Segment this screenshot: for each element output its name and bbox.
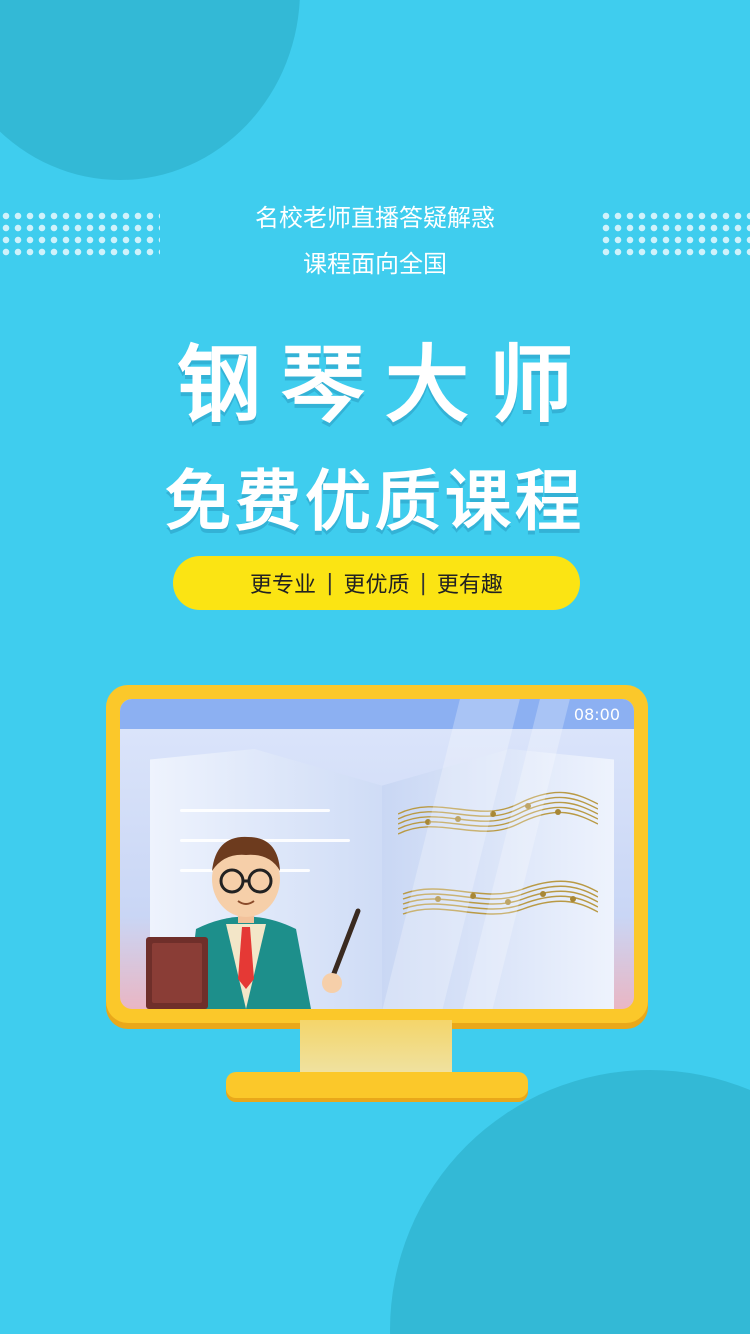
- tagline-separator: |: [420, 571, 427, 596]
- monitor-screen: 08:00: [120, 699, 634, 1009]
- hero-subtitle: 免费优质课程: [0, 448, 750, 544]
- decor-circle-bottom-right: [390, 1070, 750, 1334]
- clock-label: 08:00: [574, 705, 620, 724]
- tagline-item-fun: 更有趣: [437, 567, 503, 599]
- header-line-1: 名校老师直播答疑解惑: [0, 198, 750, 233]
- decor-circle-top-left: [0, 0, 300, 180]
- monitor-stand-neck: [300, 1020, 452, 1078]
- monitor-illustration: 08:00: [106, 685, 648, 1023]
- header-line-2: 课程面向全国: [0, 244, 750, 279]
- tagline-item-professional: 更专业: [250, 567, 316, 599]
- hero-title: 钢琴大师: [0, 318, 750, 439]
- tagline-pill: 更专业 | 更优质 | 更有趣: [173, 556, 580, 610]
- tagline-item-quality: 更优质: [343, 567, 409, 599]
- teacher-icon: [146, 809, 366, 1009]
- monitor-stand-base: [226, 1072, 528, 1098]
- tagline-separator: |: [326, 571, 333, 596]
